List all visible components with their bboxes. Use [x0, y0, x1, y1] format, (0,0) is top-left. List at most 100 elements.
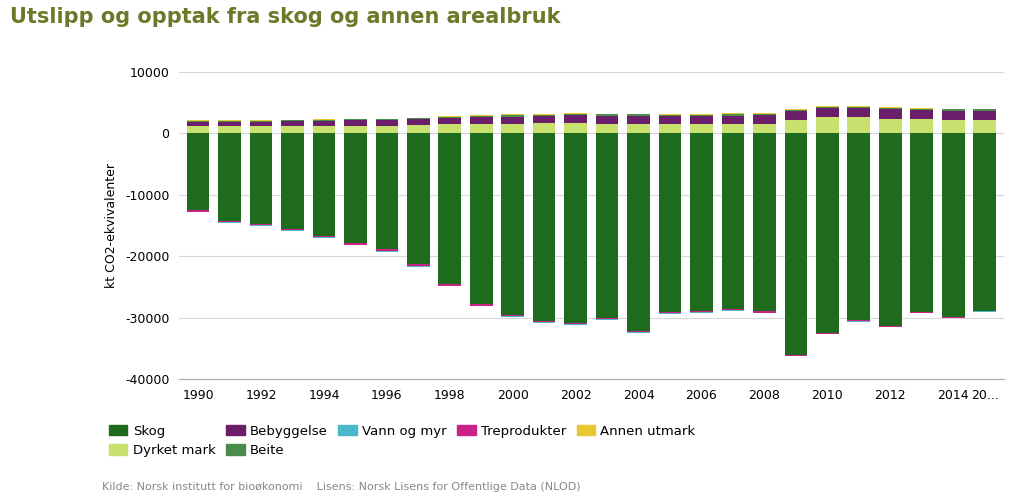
Bar — [658, 133, 681, 312]
Bar — [879, 108, 901, 110]
Bar — [596, 115, 618, 116]
Bar — [250, 224, 272, 225]
Bar — [186, 121, 209, 122]
Bar — [438, 118, 461, 124]
Bar — [848, 117, 870, 133]
Bar — [879, 133, 901, 326]
Bar — [942, 120, 965, 133]
Bar — [753, 115, 776, 124]
Bar — [344, 119, 367, 120]
Bar — [784, 110, 807, 111]
Bar — [218, 121, 241, 122]
Bar — [690, 114, 713, 115]
Bar — [312, 133, 335, 236]
Bar — [470, 133, 493, 305]
Bar — [250, 133, 272, 224]
Bar — [250, 121, 272, 122]
Bar — [658, 114, 681, 115]
Bar — [628, 133, 650, 331]
Bar — [532, 114, 555, 115]
Bar — [942, 109, 965, 110]
Bar — [438, 133, 461, 284]
Bar — [848, 320, 870, 321]
Bar — [532, 133, 555, 321]
Bar — [282, 121, 304, 122]
Bar — [596, 114, 618, 115]
Bar — [753, 114, 776, 115]
Bar — [784, 133, 807, 355]
Bar — [848, 133, 870, 320]
Bar — [816, 117, 839, 133]
Bar — [910, 133, 933, 312]
Bar — [690, 310, 713, 312]
Bar — [784, 355, 807, 356]
Bar — [753, 133, 776, 311]
Bar — [564, 113, 587, 114]
Bar — [312, 126, 335, 133]
Bar — [502, 116, 524, 117]
Bar — [974, 110, 996, 111]
Bar — [942, 110, 965, 111]
Bar — [753, 311, 776, 312]
Bar — [848, 107, 870, 108]
Bar — [407, 133, 430, 264]
Bar — [186, 122, 209, 126]
Bar — [816, 108, 839, 117]
Bar — [376, 120, 398, 126]
Bar — [312, 119, 335, 120]
Bar — [282, 122, 304, 126]
Bar — [407, 119, 430, 125]
Bar — [250, 120, 272, 121]
Bar — [344, 126, 367, 133]
Bar — [344, 243, 367, 245]
Bar — [658, 115, 681, 116]
Bar — [532, 115, 555, 116]
Bar — [722, 116, 744, 124]
Bar — [816, 106, 839, 107]
Bar — [879, 110, 901, 119]
Bar — [532, 116, 555, 124]
Bar — [186, 210, 209, 212]
Bar — [628, 116, 650, 124]
Bar — [942, 133, 965, 317]
Bar — [722, 114, 744, 115]
Bar — [753, 113, 776, 114]
Bar — [596, 124, 618, 133]
Bar — [879, 326, 901, 327]
Bar — [532, 124, 555, 133]
Bar — [848, 106, 870, 107]
Bar — [628, 114, 650, 115]
Bar — [376, 119, 398, 120]
Bar — [282, 133, 304, 229]
Bar — [470, 118, 493, 124]
Bar — [628, 115, 650, 116]
Bar — [658, 124, 681, 133]
Bar — [470, 116, 493, 118]
Bar — [690, 115, 713, 116]
Bar — [502, 117, 524, 124]
Bar — [312, 120, 335, 121]
Bar — [784, 120, 807, 133]
Bar — [218, 122, 241, 126]
Bar — [816, 107, 839, 108]
Bar — [502, 315, 524, 316]
Bar — [470, 124, 493, 133]
Bar — [722, 309, 744, 310]
Bar — [502, 133, 524, 315]
Bar — [376, 249, 398, 251]
Bar — [974, 120, 996, 133]
Bar — [532, 321, 555, 322]
Bar — [470, 305, 493, 306]
Bar — [564, 323, 587, 324]
Bar — [974, 133, 996, 310]
Bar — [407, 125, 430, 133]
Bar — [282, 126, 304, 133]
Bar — [344, 120, 367, 126]
Bar — [658, 116, 681, 124]
Bar — [218, 126, 241, 133]
Bar — [250, 122, 272, 126]
Bar — [186, 133, 209, 210]
Bar — [628, 124, 650, 133]
Bar — [564, 123, 587, 133]
Bar — [753, 124, 776, 133]
